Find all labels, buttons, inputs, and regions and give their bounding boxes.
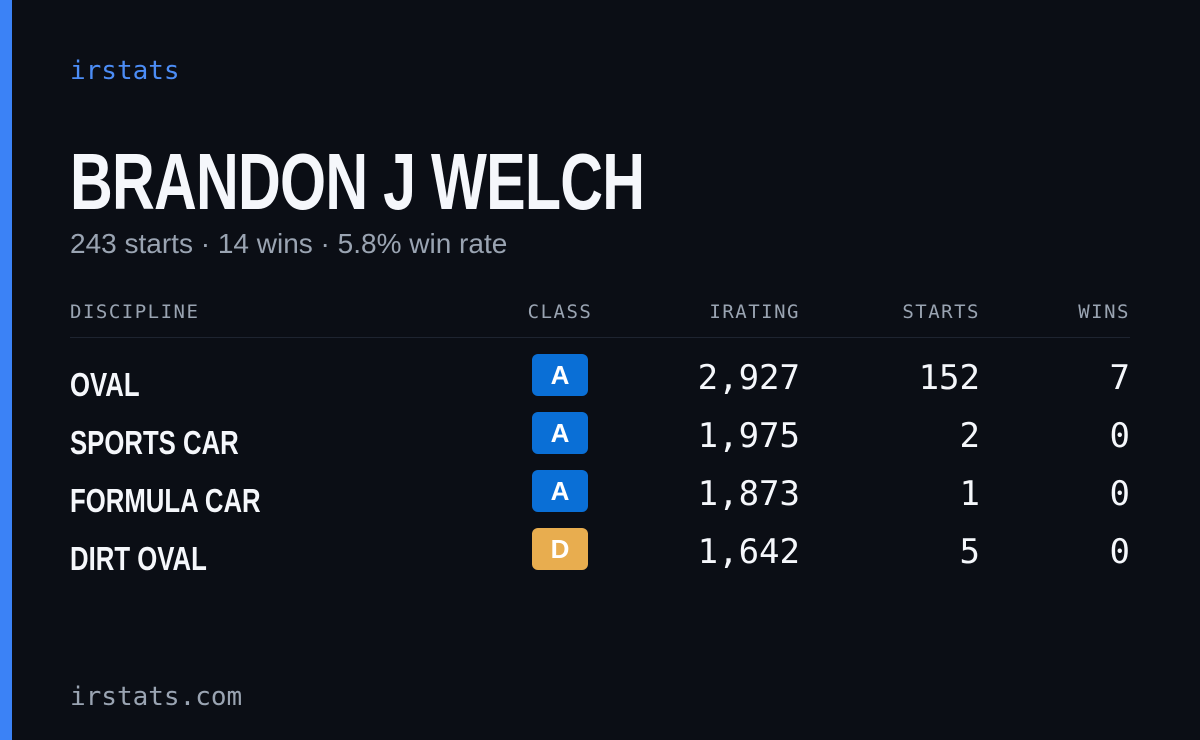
wins: 0 (1109, 532, 1130, 572)
class-badge: A (532, 412, 588, 454)
starts: 1 (959, 474, 980, 514)
class-badge: A (532, 354, 588, 396)
irating: 1,642 (697, 532, 800, 572)
irating: 2,927 (697, 358, 800, 398)
starts: 2 (959, 416, 980, 456)
wins: 0 (1109, 474, 1130, 514)
column-header: IRATING (709, 301, 800, 323)
discipline: SPORTS CAR (70, 424, 239, 461)
accent-stripe (0, 0, 12, 740)
brand: irstats (70, 56, 180, 86)
class-badge: A (532, 470, 588, 512)
header-rule (70, 337, 1130, 338)
column-header: WINS (1078, 301, 1130, 323)
irating: 1,975 (697, 416, 800, 456)
wins: 7 (1109, 358, 1130, 398)
discipline: DIRT OVAL (70, 540, 207, 577)
footer-url: irstats.com (70, 682, 243, 712)
starts: 152 (918, 358, 980, 398)
column-header: STARTS (902, 301, 980, 323)
class-badge: D (532, 528, 588, 570)
driver-name: BRANDON J WELCH (70, 137, 645, 226)
wins: 0 (1109, 416, 1130, 456)
column-header: DISCIPLINE (70, 301, 200, 323)
irating: 1,873 (697, 474, 800, 514)
summary: 243 starts · 14 wins · 5.8% win rate (70, 228, 508, 259)
starts: 5 (959, 532, 980, 572)
column-header: CLASS (527, 301, 593, 323)
discipline: FORMULA CAR (70, 482, 261, 519)
discipline: OVAL (70, 366, 140, 403)
